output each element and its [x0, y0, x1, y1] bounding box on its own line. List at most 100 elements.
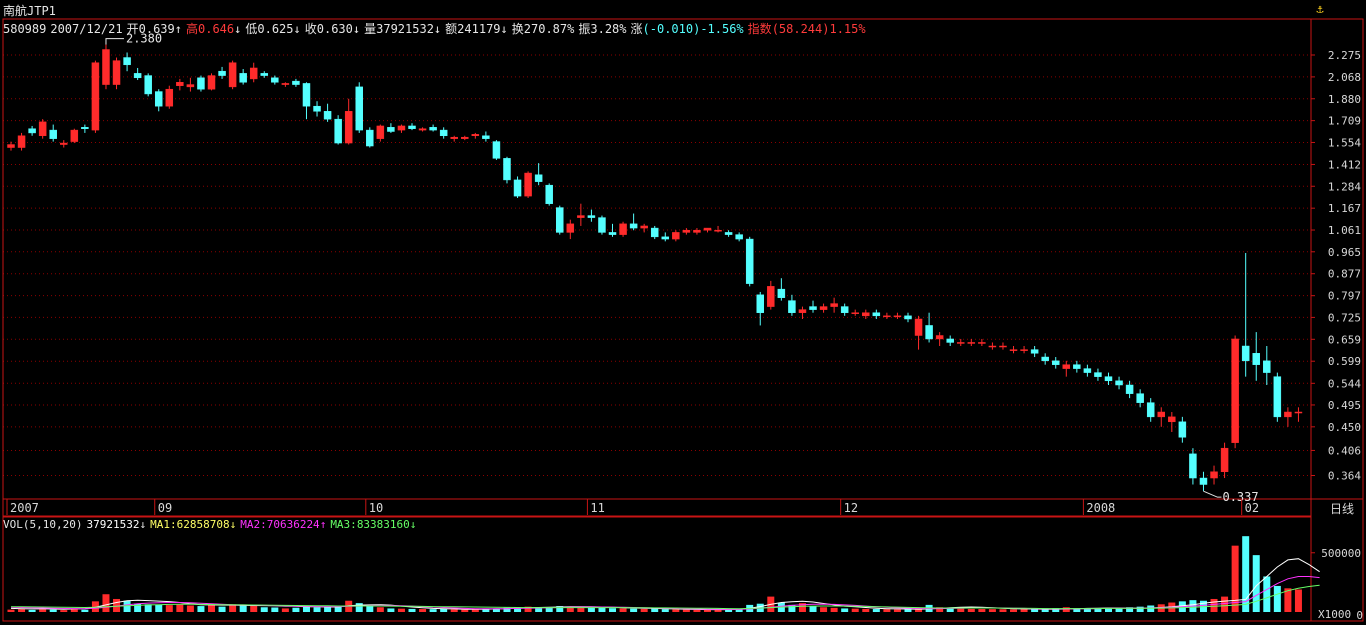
candle-body: [271, 77, 279, 83]
candle-body: [1062, 364, 1071, 369]
candle-body: [70, 129, 79, 142]
candle-body: [1157, 411, 1166, 418]
candle-body: [323, 111, 332, 120]
high-price-label: 2.380: [126, 32, 162, 46]
chart-frame: [2, 18, 1364, 622]
volume-bar: [239, 605, 247, 612]
candle-body: [967, 342, 976, 344]
candle-body: [756, 294, 765, 313]
price-axis-label: 0.544: [1328, 377, 1361, 390]
volume-current-arrow: ↓: [139, 518, 147, 531]
candle-body: [1136, 393, 1144, 403]
volume-bar: [49, 609, 57, 612]
volume-bar: [999, 609, 1007, 612]
candle-body: [904, 315, 912, 320]
quote-info-bar: 580989 2007/12/21 开0.639↑ 高0.646↓ 低0.625↓ 收0.…: [3, 20, 870, 36]
candle-body: [165, 88, 174, 107]
price-axis-label: 1.167: [1328, 202, 1361, 215]
volume-bar: [514, 607, 522, 612]
volume-bar: [1284, 588, 1292, 612]
volume-bar: [1136, 606, 1144, 612]
volume-bar: [208, 604, 216, 612]
volume-unit-label: X1000: [1318, 608, 1352, 621]
candle-body: [355, 86, 363, 131]
candle-body: [260, 73, 269, 76]
volume-bar: [186, 605, 194, 612]
candle-body: [197, 77, 205, 90]
volume-bar: [988, 609, 996, 612]
amplitude-value: 3.28%: [590, 22, 627, 36]
volume-bar: [524, 606, 532, 612]
date-axis-label: 10: [369, 501, 383, 515]
candle-body: [1189, 453, 1197, 479]
change-value: (-0.010)-1.56%: [642, 22, 744, 36]
candle-body: [978, 342, 986, 344]
candle-body: [1210, 471, 1218, 479]
period-daily-button[interactable]: 日线: [1329, 502, 1354, 516]
candle-body: [809, 306, 817, 310]
open-value: 0.639: [138, 22, 175, 36]
candle-body: [482, 135, 490, 139]
price-axis-label: 0.450: [1328, 421, 1361, 434]
candle-body: [946, 338, 954, 343]
volume-bar: [155, 604, 163, 612]
candle-body: [218, 70, 226, 76]
volume-bar: [1126, 607, 1134, 612]
volume-bar: [566, 607, 574, 612]
volume-bar: [461, 609, 469, 612]
candle-body: [1146, 402, 1155, 418]
volume-bar: [661, 609, 669, 612]
stock-code: 580989: [3, 22, 47, 36]
volume-bar: [1221, 596, 1229, 612]
volume-bar: [1231, 545, 1239, 612]
volume-bar: [271, 607, 279, 612]
volume-bar: [820, 607, 828, 612]
low-label: 低: [245, 22, 258, 36]
candle-body: [883, 315, 891, 318]
volume-bar: [324, 607, 332, 612]
volume-axis-top-label: 500000: [1321, 547, 1361, 560]
price-axis-label: 0.406: [1328, 444, 1361, 457]
candle-body: [123, 57, 131, 66]
price-axis-label: 1.709: [1328, 115, 1361, 128]
volume-bar: [841, 608, 849, 612]
volume-bar: [165, 605, 173, 612]
volume-value: 37921532: [376, 22, 434, 36]
volume-bar: [197, 606, 205, 612]
candle-body: [228, 62, 237, 88]
volume-bar: [1147, 605, 1155, 612]
volume-bar: [482, 609, 490, 612]
quote-date: 2007/12/21: [50, 22, 123, 36]
volume-bar: [1031, 608, 1039, 612]
date-axis-label: 12: [844, 501, 858, 515]
candle-body: [60, 142, 68, 145]
candle-body: [1009, 349, 1018, 351]
volume-bar: [830, 607, 838, 612]
candle-body: [735, 234, 743, 240]
candle-body: [249, 67, 258, 80]
candle-body: [682, 229, 691, 233]
volume-info-bar: VOL(5,10,20) 37921532↓ MA1:62858708↓ MA2:70…: [3, 518, 420, 532]
candle-body: [492, 141, 501, 159]
volume-axis-zero-label: 0: [1356, 609, 1363, 622]
price-axis-label: 0.877: [1328, 268, 1361, 281]
volume-bar: [387, 608, 395, 612]
candle-body: [154, 91, 163, 107]
candle-body: [418, 128, 427, 131]
candle-body: [693, 229, 701, 233]
volume-bar: [577, 606, 585, 612]
index-label: 指数: [747, 22, 772, 36]
volume-bar: [640, 608, 648, 612]
volume-bar: [39, 609, 47, 612]
price-axis-label: 1.412: [1328, 158, 1361, 171]
anchor-icon[interactable]: ⚓: [1316, 2, 1324, 16]
volume-label: 量: [364, 22, 377, 36]
ma1-arrow: ↓: [229, 518, 237, 531]
volume-bar: [397, 608, 405, 612]
candle-body: [376, 125, 385, 139]
volume-bar: [978, 609, 986, 612]
candle-body: [619, 223, 627, 235]
candle-body: [1020, 349, 1028, 351]
candle-body: [387, 127, 395, 132]
